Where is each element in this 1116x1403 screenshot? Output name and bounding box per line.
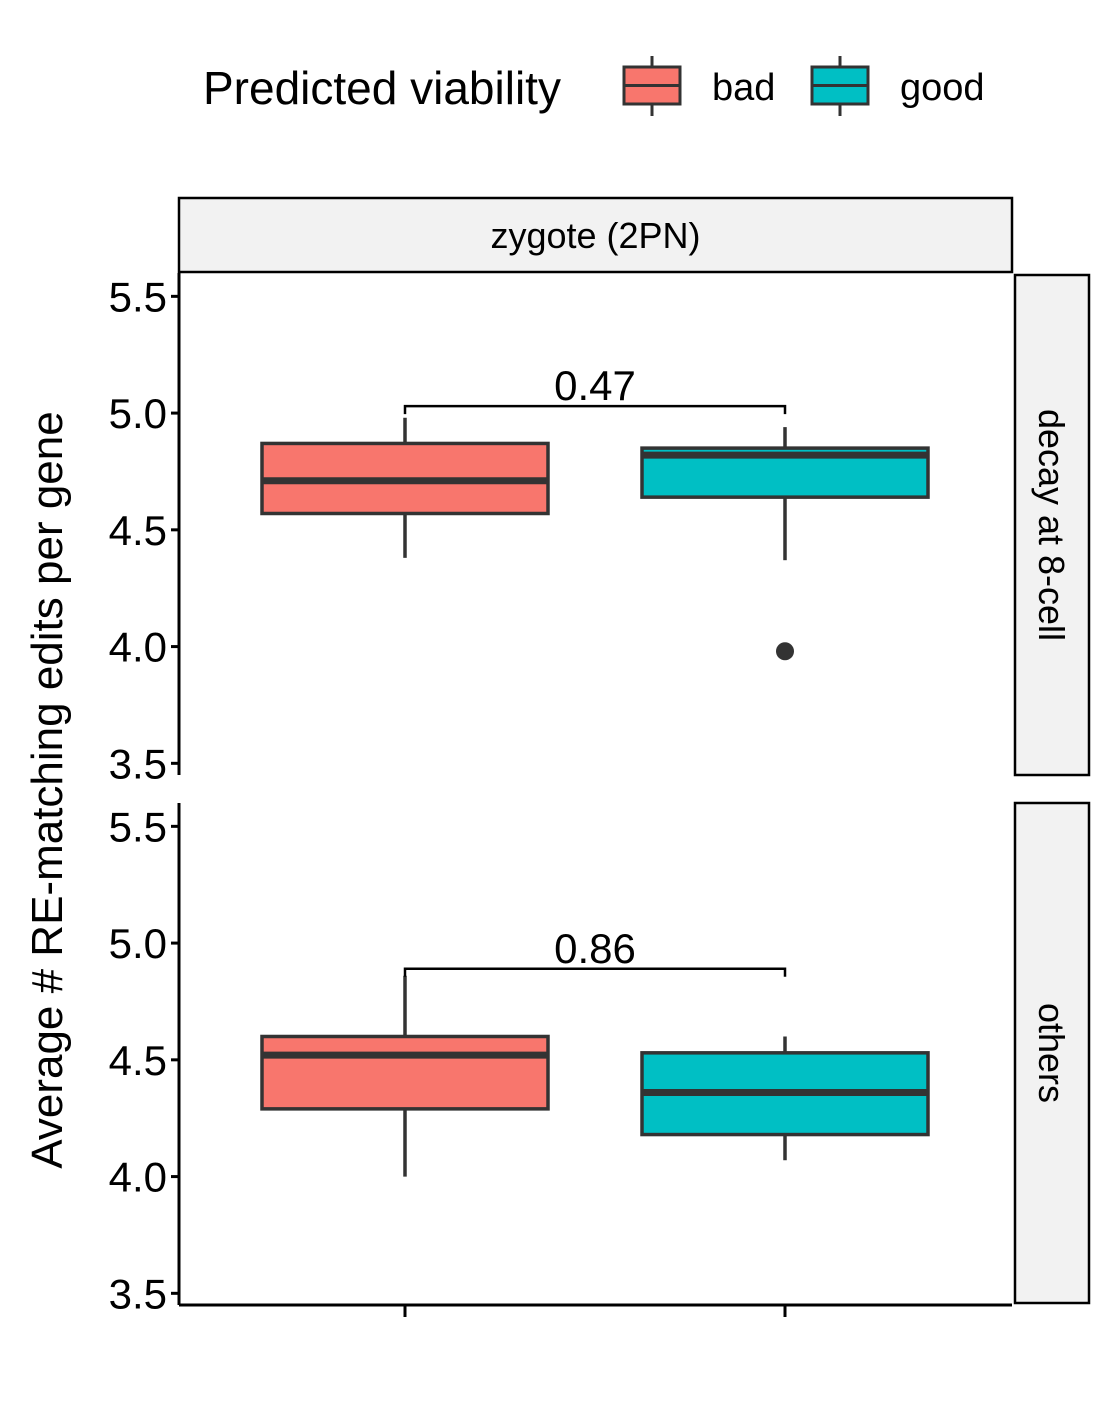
y-tick-label: 5.5 (109, 803, 167, 850)
y-tick-label: 4.5 (109, 1037, 167, 1084)
panel-1: 3.5 4.0 4.5 5.0 5.5 0.86 (109, 803, 1012, 1317)
facet-strip-row-1-label: others (1031, 1003, 1072, 1103)
facet-strip-row-0: decay at 8-cell (1013, 273, 1091, 777)
facet-strip-row-1-box (1013, 801, 1091, 1305)
y-tick-label: 3.5 (109, 1270, 167, 1317)
legend-key-bad (622, 56, 682, 116)
panel-0: 3.5 4.0 4.5 5.0 5.5 0.47 (109, 273, 930, 787)
box-good (640, 427, 930, 661)
box-bad (260, 417, 550, 558)
plot-panels: 3.5 4.0 4.5 5.0 5.5 0.47 3.5 4.0 4.5 5.0 5.5 0.86 (109, 273, 1012, 1317)
y-tick-label: 5.0 (109, 920, 167, 967)
box-good (640, 1036, 930, 1161)
y-tick-label: 4.0 (109, 1154, 167, 1201)
facet-strip-column-label: zygote (2PN) (490, 215, 700, 256)
y-tick-label: 5.5 (109, 273, 167, 320)
legend-title: Predicted viability (203, 62, 561, 114)
y-tick-label: 3.5 (109, 740, 167, 787)
facet-strip-row-1: others (1013, 801, 1091, 1305)
facet-strip-column: zygote (2PN) (177, 196, 1014, 274)
y-axis-title: Average # RE-matching edits per gene (23, 411, 72, 1168)
y-tick-label: 4.0 (109, 624, 167, 671)
legend-label-good: good (900, 67, 985, 109)
legend: Predicted viability bad good (203, 56, 985, 116)
facet-strip-row-0-box (1013, 273, 1091, 777)
legend-key-good (810, 56, 870, 116)
legend-label-bad: bad (712, 67, 775, 109)
outlier-point (776, 642, 794, 661)
p-value-label: 0.47 (554, 362, 636, 409)
facet-strip-column-box (177, 196, 1014, 274)
iqr-box (260, 1034, 550, 1111)
facet-strip-row-0-label: decay at 8-cell (1031, 409, 1072, 641)
p-value-label: 0.86 (554, 925, 636, 972)
y-tick-label: 4.5 (109, 507, 167, 554)
significance-bracket (403, 967, 787, 977)
significance-bracket (403, 404, 787, 415)
y-tick-label: 5.0 (109, 390, 167, 437)
box-bad (260, 975, 550, 1177)
